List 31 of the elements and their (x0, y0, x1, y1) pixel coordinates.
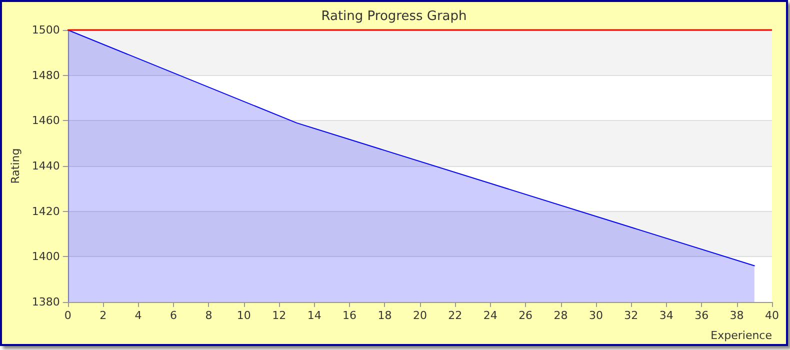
x-tick-label: 24 (483, 309, 498, 322)
x-tick-label: 40 (765, 309, 779, 322)
x-tick-label: 12 (272, 309, 286, 322)
y-tick-label: 1400 (32, 250, 60, 264)
x-tick-label: 10 (236, 309, 251, 322)
x-tick-label: 32 (624, 309, 638, 322)
x-tick-label: 14 (307, 309, 322, 322)
x-tick-label: 2 (100, 309, 107, 322)
y-tick-label: 1380 (32, 296, 60, 308)
x-tick-label: 18 (378, 309, 392, 322)
x-axis-title: Experience (710, 329, 772, 342)
x-tick-label: 28 (554, 309, 568, 322)
x-tick-label: 0 (64, 309, 72, 322)
chart-title: Rating Progress Graph (321, 9, 467, 24)
y-axis-title: Rating (9, 148, 22, 184)
x-tick-label: 4 (134, 309, 142, 322)
y-tick-label: 1420 (32, 204, 60, 218)
x-tick-label: 36 (694, 309, 709, 322)
x-tick-label: 8 (205, 309, 212, 322)
y-tick-label: 1460 (32, 114, 60, 128)
x-tick-label: 6 (170, 309, 178, 322)
y-tick-label: 1480 (32, 68, 60, 82)
x-tick-label: 22 (448, 309, 462, 322)
x-tick-label: 20 (412, 309, 427, 322)
x-tick-label: 38 (730, 309, 744, 322)
y-tick-label: 1440 (32, 160, 60, 172)
y-tick-label: 1500 (32, 24, 60, 36)
x-tick-label: 30 (588, 309, 603, 322)
x-tick-label: 34 (659, 309, 674, 322)
x-tick-label: 26 (518, 309, 533, 322)
x-tick-label: 16 (342, 309, 357, 322)
